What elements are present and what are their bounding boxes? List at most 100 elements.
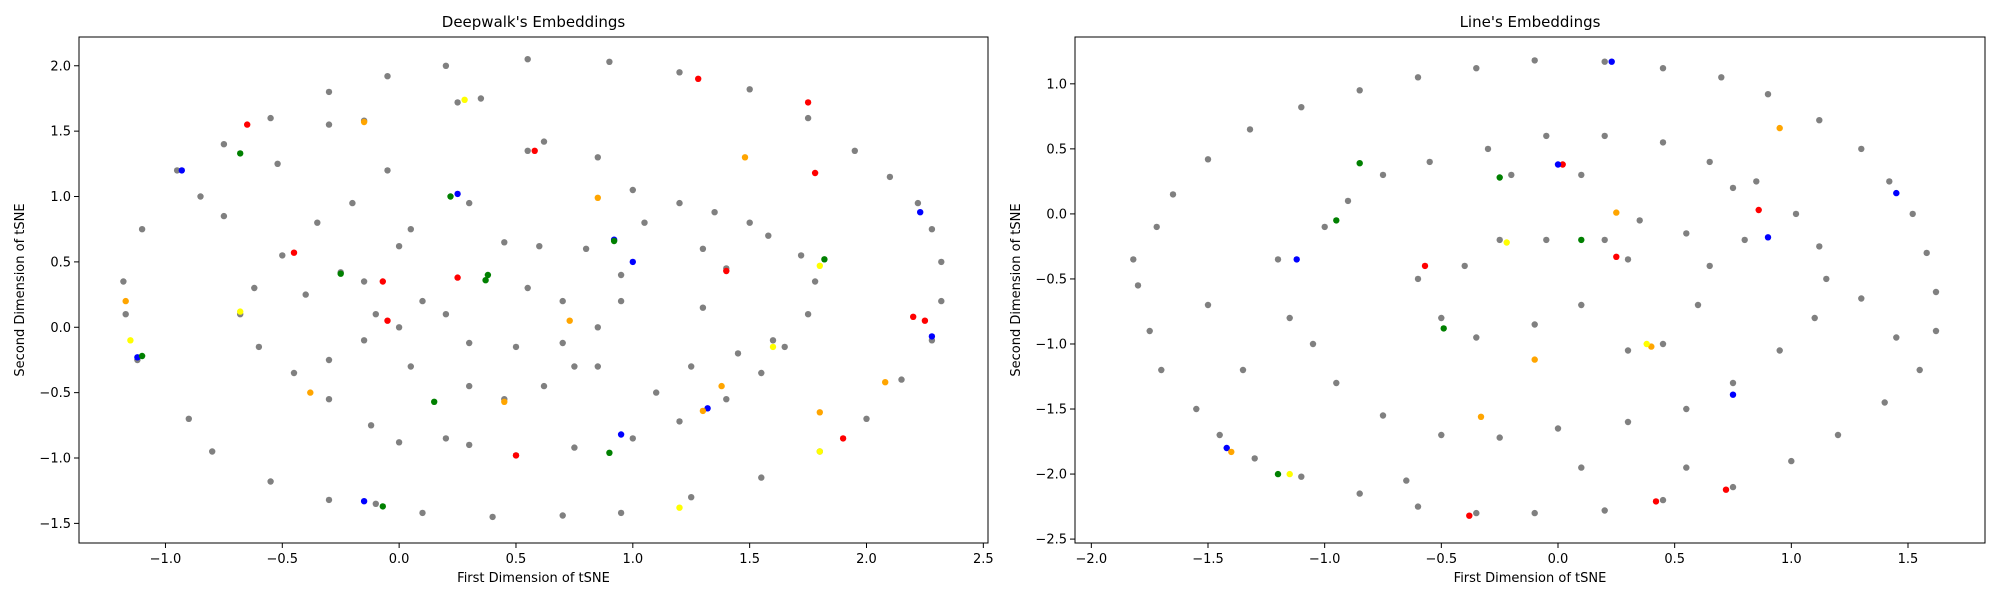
data-point [1923, 249, 1930, 257]
data-point [1729, 391, 1737, 398]
data-point [1503, 239, 1510, 246]
data-point [540, 382, 548, 390]
data-point [325, 121, 333, 128]
data-point [302, 291, 309, 298]
x-tick-label: 0.5 [506, 552, 527, 567]
x-tick-label: −0.5 [267, 552, 299, 567]
data-point [746, 219, 753, 226]
data-point [676, 504, 683, 511]
data-point [1146, 327, 1153, 335]
data-point [466, 382, 473, 390]
data-point [290, 249, 298, 256]
data-point [454, 99, 461, 106]
data-point [1484, 145, 1492, 153]
data-point [524, 56, 531, 63]
data-point [617, 509, 625, 517]
data-point [442, 311, 450, 318]
x-axis-label: First Dimension of tSNE [1454, 571, 1607, 586]
data-point [582, 245, 590, 252]
data-point [629, 258, 636, 266]
data-point [610, 237, 618, 245]
data-point [851, 147, 858, 154]
series-2 [1421, 161, 1762, 519]
data-point [1601, 132, 1608, 140]
series-4 [138, 150, 828, 510]
data-point [1438, 431, 1445, 439]
data-point [1356, 87, 1363, 94]
data-point [1601, 58, 1608, 65]
series-5 [122, 118, 889, 416]
data-point [928, 226, 936, 233]
data-point [484, 271, 492, 279]
data-point [1414, 74, 1422, 81]
data-point [138, 352, 146, 360]
data-point [839, 435, 847, 442]
y-tick-label: 0.5 [1046, 142, 1067, 157]
data-point [461, 96, 468, 104]
data-point [1193, 405, 1200, 413]
data-point [367, 422, 375, 429]
data-point [1578, 171, 1585, 179]
data-point [1706, 262, 1713, 270]
data-point [863, 415, 870, 422]
data-point [209, 448, 216, 455]
data-point [454, 190, 461, 198]
x-tick-label: 1.5 [739, 552, 760, 567]
data-point [197, 193, 204, 200]
data-point [325, 496, 333, 504]
data-point [1274, 256, 1282, 263]
data-point [1356, 490, 1363, 497]
data-point [120, 278, 127, 285]
data-point [1379, 171, 1387, 179]
data-point [1706, 158, 1713, 166]
y-tick-label: −0.5 [39, 386, 71, 401]
series-1 [1130, 57, 1940, 517]
data-point [1659, 340, 1667, 348]
data-point [384, 167, 391, 174]
data-point [372, 500, 379, 507]
data-point [1755, 206, 1762, 214]
data-point [617, 431, 625, 438]
data-point [267, 478, 274, 485]
data-point [1461, 262, 1468, 270]
data-point [1466, 512, 1473, 519]
data-point [466, 339, 473, 347]
data-point [594, 324, 601, 331]
data-point [274, 160, 281, 167]
data-point [559, 339, 566, 347]
data-point [1764, 91, 1772, 98]
data-point [1683, 405, 1690, 413]
data-point [629, 186, 636, 194]
data-point [1421, 262, 1429, 270]
x-tick-label: 0.0 [1548, 552, 1569, 567]
data-point [741, 154, 749, 161]
data-point [454, 274, 461, 281]
data-point [122, 311, 129, 318]
data-point [816, 262, 823, 269]
data-point [1531, 321, 1538, 328]
data-point [606, 58, 613, 65]
data-point [122, 297, 129, 305]
y-axis-label: Second Dimension of tSNE [1009, 203, 1024, 376]
data-point [1473, 509, 1480, 517]
data-point [1753, 178, 1760, 185]
data-point [395, 324, 403, 331]
data-point [1816, 243, 1823, 250]
x-tick-label: 2.5 [973, 552, 994, 567]
data-point [419, 509, 426, 517]
data-point [540, 138, 548, 145]
data-point [407, 226, 414, 233]
data-point [1440, 325, 1447, 332]
data-point [1559, 161, 1566, 168]
data-point [1601, 236, 1608, 244]
data-point [1792, 210, 1800, 218]
data-point [1932, 327, 1940, 335]
x-tick-label: −1.0 [1309, 552, 1341, 567]
chart-title: Line's Embeddings [1460, 13, 1601, 31]
data-point [676, 69, 683, 76]
data-point [1169, 191, 1177, 198]
data-point [746, 86, 753, 93]
data-point [688, 494, 695, 501]
data-point [594, 194, 601, 201]
x-axis-label: First Dimension of tSNE [457, 571, 610, 586]
